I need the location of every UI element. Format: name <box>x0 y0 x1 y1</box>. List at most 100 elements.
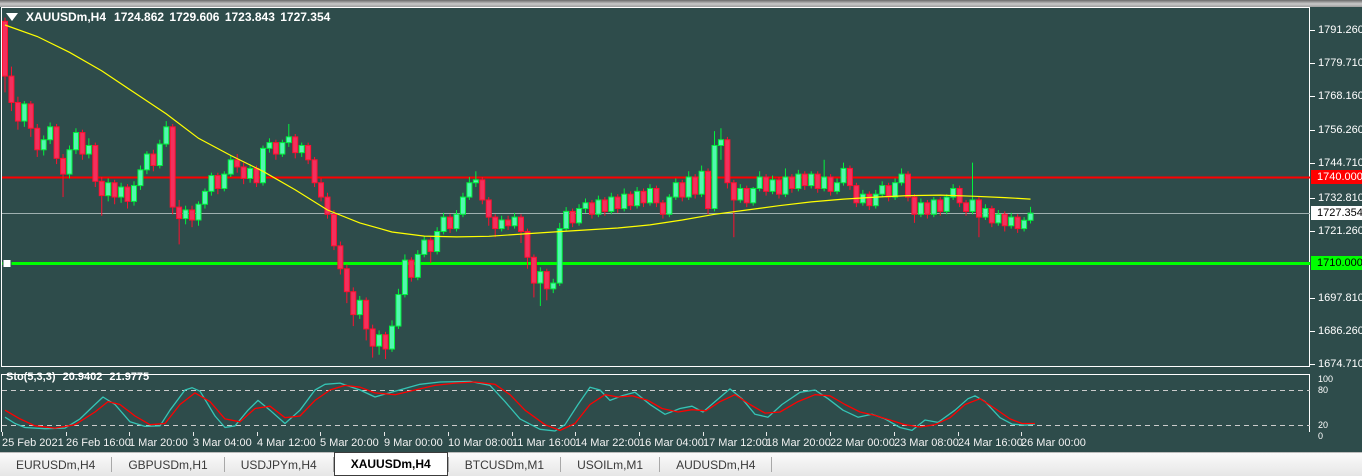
candle-bull <box>537 271 544 284</box>
tab-usdjpym-h4[interactable]: USDJPYm,H4 <box>240 457 317 472</box>
tab-divider <box>447 457 449 472</box>
time-axis-label: 11 Mar 16:00 <box>512 437 577 449</box>
time-tick <box>830 432 831 436</box>
time-axis-label: 26 Feb 16:00 <box>66 437 131 449</box>
candle-bear <box>614 196 621 210</box>
candle-bull <box>969 199 976 212</box>
candle-bull <box>395 294 402 327</box>
time-tick <box>129 432 130 436</box>
candle-bull <box>834 182 841 192</box>
price-axis-label: 1744.710 <box>1318 157 1362 170</box>
moving-average-line <box>4 24 1031 238</box>
candle-bull <box>298 144 305 154</box>
candle-bull <box>459 196 466 215</box>
candle-bull <box>118 186 125 198</box>
candle-bull <box>21 103 28 122</box>
candle-bear <box>924 202 931 215</box>
candle-bear <box>111 182 118 198</box>
main-chart-pane[interactable] <box>0 7 1310 367</box>
ohlc-values: 1724.862 1729.606 1723.843 1727.354 <box>114 10 332 24</box>
candle-bear <box>427 239 434 253</box>
open-value: 1724.862 <box>114 10 165 24</box>
candle-bear <box>34 127 41 151</box>
candle-bull <box>840 167 847 184</box>
candle-bear <box>214 175 221 189</box>
candle-bull <box>879 185 886 195</box>
price-axis-label: 1756.260 <box>1318 124 1362 137</box>
candle-bear <box>569 210 576 224</box>
candle-bear <box>627 193 634 207</box>
candle-bear <box>447 216 454 230</box>
candle-bear <box>814 173 821 189</box>
time-tick <box>193 432 194 436</box>
chart-window[interactable]: XAUUSDm,H4 1724.862 1729.606 1723.843 17… <box>0 7 1362 452</box>
candle-bull <box>930 199 937 215</box>
tab-divider <box>223 457 225 472</box>
chart-dropdown-icon[interactable] <box>6 13 18 21</box>
candle-bear <box>27 103 34 129</box>
candle-bull <box>711 144 718 210</box>
chart-title: XAUUSDm,H4 1724.862 1729.606 1723.843 17… <box>6 10 332 24</box>
tab-audusdm-h4[interactable]: AUDUSDm,H4 <box>676 457 756 472</box>
candle-bull <box>576 208 583 224</box>
candle-bull <box>1021 219 1028 230</box>
candle-bull <box>137 169 144 187</box>
candle-bear <box>350 291 357 316</box>
candle-bear <box>369 328 376 347</box>
candle-bear <box>318 182 325 198</box>
candle-bear <box>324 196 331 215</box>
time-axis-label: 17 Mar 12:00 <box>703 437 768 449</box>
tab-divider <box>659 457 661 472</box>
candle-bull <box>143 153 150 171</box>
candle-bear <box>588 202 595 215</box>
candle-bear <box>169 126 176 208</box>
stochastic-pane[interactable] <box>0 368 1310 432</box>
candle-bear <box>705 170 712 210</box>
candle-bull <box>434 230 441 253</box>
candle-bull <box>982 208 989 218</box>
candle-bull <box>892 182 899 198</box>
candle-bear <box>492 216 499 230</box>
time-axis[interactable]: 25 Feb 2021 26 Feb 16:00 1 Mar 20:00 3 Mar … <box>0 432 1310 452</box>
candle-bull <box>1008 216 1015 227</box>
candle-bull <box>131 185 137 202</box>
candle-bull <box>440 216 447 232</box>
time-tick <box>766 432 767 436</box>
price-tick <box>1310 130 1315 131</box>
candle-bear <box>659 202 666 215</box>
candle-bear <box>963 202 970 212</box>
time-axis-label: 9 Mar 00:00 <box>384 437 443 449</box>
price-tick <box>1310 298 1315 299</box>
candle-bull <box>453 213 460 230</box>
time-axis-label: 23 Mar 08:00 <box>894 437 959 449</box>
candle-bull <box>872 193 879 207</box>
price-axis-label: 1732.810 <box>1318 191 1362 204</box>
candle-bear <box>253 167 260 184</box>
tab-xauusdm-h4[interactable]: XAUUSDm,H4 <box>333 452 448 476</box>
tab-btcusdm-m1[interactable]: BTCUSDm,M1 <box>464 457 545 472</box>
candle-bear <box>479 179 486 201</box>
tab-eurusdm-h4[interactable]: EURUSDm,H4 <box>16 457 96 472</box>
time-axis-label: 25 Feb 2021 <box>2 437 64 449</box>
candle-bear <box>788 176 795 189</box>
candle-bull <box>498 219 505 230</box>
candle-bear <box>60 157 67 175</box>
sto-d-line <box>4 381 1035 432</box>
time-axis-label: 10 Mar 08:00 <box>448 437 513 449</box>
candle-bull <box>85 144 92 155</box>
candle-bear <box>776 179 782 195</box>
candle-bear <box>240 166 247 179</box>
line-handle[interactable] <box>2 259 12 268</box>
price-axis[interactable]: 1791.260 1779.710 1768.160 1756.260 1744.710… <box>1310 7 1362 452</box>
candle-bull <box>595 199 602 215</box>
tab-usoilm-m1[interactable]: USOILm,M1 <box>577 457 644 472</box>
symbol-period-label: XAUUSDm,H4 <box>26 10 107 24</box>
price-tick <box>1310 30 1315 31</box>
candle-bull <box>795 173 802 189</box>
candle-bear <box>8 75 15 103</box>
tab-gbpusdm-h1[interactable]: GBPUSDm,H1 <box>128 457 208 472</box>
time-axis-label: 18 Mar 20:00 <box>766 437 831 449</box>
candle-bull <box>163 126 170 145</box>
candle-bull <box>698 170 705 195</box>
candle-bull <box>421 239 428 255</box>
